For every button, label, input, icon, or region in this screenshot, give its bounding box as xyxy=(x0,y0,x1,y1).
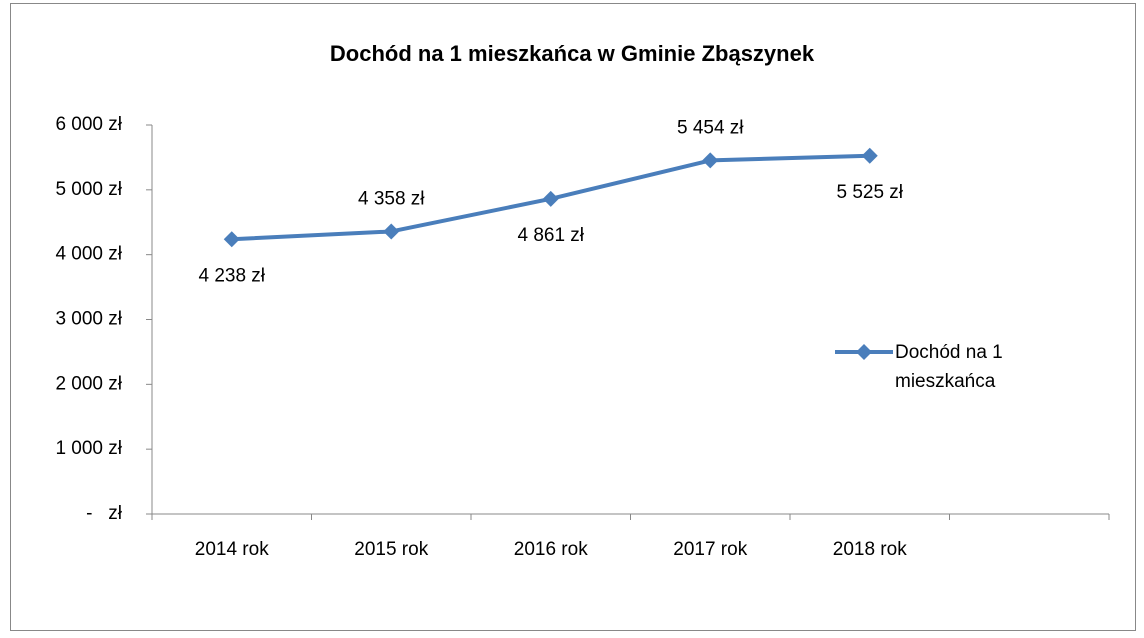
y-tick-label: 3 000 zł xyxy=(55,309,122,330)
data-label: 5 525 zł xyxy=(836,182,903,203)
chart-title: Dochód na 1 mieszkańca w Gminie Zbąszyne… xyxy=(330,41,815,66)
marker xyxy=(223,231,240,248)
data-label: 4 238 zł xyxy=(198,265,265,286)
y-tick-label: 2 000 zł xyxy=(55,373,122,394)
legend-marker xyxy=(856,344,872,360)
x-tick-label: 2017 rok xyxy=(673,539,747,560)
y-tick-label: 4 000 zł xyxy=(55,244,122,265)
marker xyxy=(542,190,559,207)
x-tick-label: 2014 rok xyxy=(195,539,269,560)
data-label: 5 454 zł xyxy=(677,117,744,138)
data-label: 4 358 zł xyxy=(358,188,425,209)
y-tick-label: 6 000 zł xyxy=(55,114,122,135)
marker xyxy=(702,152,719,169)
marker xyxy=(383,223,400,240)
marker xyxy=(861,147,878,164)
legend-label: Dochód na 1 mieszkańca xyxy=(895,342,1003,392)
y-tick-label: 1 000 zł xyxy=(55,438,122,459)
y-tick-label: 5 000 zł xyxy=(55,179,122,200)
x-tick-label: 2015 rok xyxy=(354,539,428,560)
x-tick-label: 2018 rok xyxy=(833,539,907,560)
x-tick-label: 2016 rok xyxy=(514,539,588,560)
data-label: 4 861 zł xyxy=(517,225,584,246)
chart-border xyxy=(10,3,1136,631)
y-tick-label: - zł xyxy=(86,503,123,524)
